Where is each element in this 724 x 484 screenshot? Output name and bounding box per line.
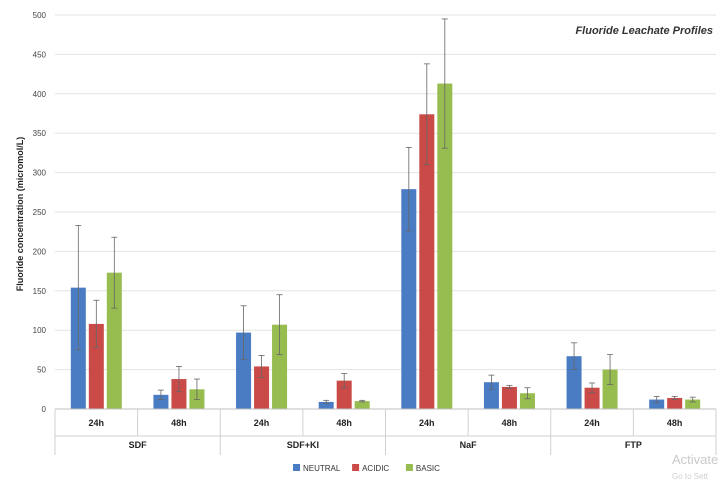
x-tick-label: 24h bbox=[419, 418, 435, 428]
y-tick-label: 50 bbox=[37, 366, 46, 375]
y-tick-label: 200 bbox=[33, 247, 47, 256]
y-tick-label: 400 bbox=[33, 90, 47, 99]
bar-acidic-ftp-48h bbox=[667, 397, 683, 409]
bar-basic-ftp-24h bbox=[602, 369, 618, 409]
bar-basic-sdfki-48h bbox=[354, 401, 370, 409]
legend-label: ACIDIC bbox=[362, 464, 389, 473]
gridlines bbox=[55, 14, 716, 371]
bars bbox=[70, 83, 701, 410]
x-tick-label: 24h bbox=[584, 418, 600, 428]
bar-acidic-sdf-48h bbox=[171, 379, 187, 409]
legend-swatch bbox=[352, 464, 360, 471]
bar-neutral-ftp-24h bbox=[566, 356, 582, 409]
bar-acidic-naf-24h bbox=[419, 114, 435, 410]
legend-swatch bbox=[293, 464, 300, 471]
y-tick-label: 0 bbox=[42, 405, 47, 414]
bar-basic-naf-24h bbox=[437, 83, 453, 409]
y-axis-ticks: 0 50 100 150 200 250 300 350 400 450 500 bbox=[33, 11, 47, 414]
y-tick-label: 450 bbox=[33, 50, 47, 59]
bar-neutral-sdf-48h bbox=[153, 394, 169, 409]
bar-acidic-sdf-24h bbox=[88, 323, 104, 409]
legend-label: BASIC bbox=[416, 464, 440, 473]
bar-acidic-sdfki-48h bbox=[336, 380, 352, 409]
watermark-line-1: Activate bbox=[672, 452, 719, 467]
legend: NEUTRAL ACIDIC BASIC bbox=[293, 464, 440, 473]
bar-acidic-naf-48h bbox=[501, 386, 517, 409]
bar-neutral-ftp-48h bbox=[649, 399, 665, 409]
bar-neutral-naf-24h bbox=[401, 189, 417, 409]
group-label: NaF bbox=[460, 440, 478, 450]
bar-acidic-sdfki-24h bbox=[254, 366, 270, 409]
group-label: FTP bbox=[625, 440, 642, 450]
y-tick-label: 350 bbox=[33, 129, 47, 138]
bar-basic-sdfki-24h bbox=[272, 324, 288, 409]
legend-swatch bbox=[405, 464, 413, 471]
bar-neutral-sdfki-24h bbox=[236, 332, 252, 409]
x-tick-label: 24h bbox=[89, 418, 105, 428]
watermark-line-2: Go to Sett bbox=[672, 472, 709, 481]
bar-basic-ftp-48h bbox=[685, 399, 701, 409]
group-label: SDF+KI bbox=[287, 440, 319, 450]
y-tick-label: 500 bbox=[33, 11, 47, 20]
x-axis: 24h 48h SDF 24h 48h SDF+KI 24h 48h NaF 24h 48h FTP bbox=[54, 408, 717, 455]
x-tick-label: 48h bbox=[171, 418, 187, 428]
y-tick-label: 250 bbox=[33, 208, 47, 217]
x-tick-label: 48h bbox=[336, 418, 352, 428]
legend-label: NEUTRAL bbox=[303, 464, 341, 473]
bar-neutral-sdfki-48h bbox=[318, 401, 334, 409]
x-tick-label: 48h bbox=[667, 418, 683, 428]
bar-acidic-ftp-24h bbox=[584, 387, 600, 409]
chart-title: Fluoride Leachate Profiles bbox=[575, 25, 713, 37]
bar-basic-naf-48h bbox=[519, 393, 535, 409]
x-tick-label: 24h bbox=[254, 418, 270, 428]
error-bars bbox=[75, 18, 696, 404]
y-axis-label: Fluoride concentration (micromol/L) bbox=[15, 137, 25, 292]
group-label: SDF bbox=[129, 440, 148, 450]
bar-basic-sdf-24h bbox=[106, 272, 122, 409]
y-tick-label: 300 bbox=[33, 169, 47, 178]
x-tick-label: 48h bbox=[502, 418, 518, 428]
bar-neutral-naf-48h bbox=[483, 382, 499, 409]
y-tick-label: 150 bbox=[33, 287, 47, 296]
y-tick-label: 100 bbox=[33, 326, 47, 335]
